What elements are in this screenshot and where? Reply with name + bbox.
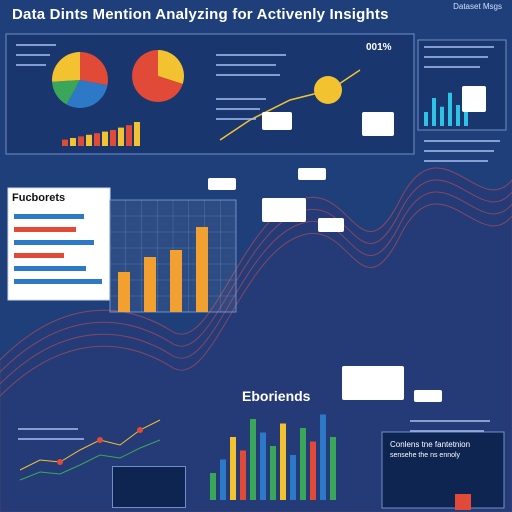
bar (300, 428, 306, 500)
bar (94, 133, 100, 146)
hbar (14, 240, 94, 245)
bar (126, 125, 132, 146)
page-title: Data Dints Mention Analyzing for Activen… (12, 6, 389, 23)
bar (230, 437, 236, 500)
bar (78, 136, 84, 146)
efforts-title: Eboriends (242, 388, 311, 404)
bar (464, 99, 468, 126)
bar (86, 134, 92, 146)
text-line (424, 160, 488, 162)
forecast-hbars (14, 214, 102, 284)
callout (342, 366, 404, 400)
callout (318, 218, 344, 232)
hbar (14, 279, 102, 284)
bar (320, 414, 326, 500)
callout (262, 198, 306, 222)
bar (196, 227, 208, 312)
bar (456, 105, 460, 126)
top-right-label: Dataset Msgs (453, 2, 502, 11)
bar (250, 419, 256, 500)
bar-chart-1 (62, 122, 140, 146)
bar (432, 98, 436, 126)
text-line (16, 54, 50, 56)
text-line (216, 64, 276, 66)
bar-chart-4 (424, 92, 468, 126)
text-line (424, 140, 500, 142)
callout (414, 390, 442, 402)
pie-chart-2 (132, 50, 184, 102)
right-top-panel (417, 39, 507, 131)
text-line (18, 438, 84, 440)
bar (290, 455, 296, 500)
hbar (14, 227, 76, 232)
network-lines (19, 419, 161, 481)
text-line (216, 118, 256, 120)
callout (262, 112, 292, 130)
text-line (216, 108, 260, 110)
bar (118, 127, 124, 146)
bottom-right-title: Conlens tne fantetnion (390, 440, 471, 449)
bar-chart-2 (118, 227, 208, 312)
bar (260, 432, 266, 500)
bottom-right-sub: sensehe the ns ennoly (390, 452, 461, 459)
bar (448, 92, 452, 126)
bar (102, 131, 108, 146)
pie-slice (132, 50, 183, 102)
text-line (424, 46, 494, 48)
pie-slice (51, 52, 80, 82)
bar (118, 272, 130, 312)
text-line (410, 430, 484, 432)
bar (62, 139, 68, 146)
text-line (410, 420, 490, 422)
bar (210, 473, 216, 500)
badge-line (219, 69, 361, 141)
bottom-right-red-bar (455, 494, 471, 510)
bar-chart-3 (210, 414, 336, 500)
bottom-right-panel (381, 431, 505, 509)
bar (270, 446, 276, 500)
background-waves (0, 167, 512, 512)
callout (298, 168, 326, 180)
text-line (18, 428, 78, 430)
callout (462, 86, 486, 112)
bar (110, 130, 116, 146)
pie-slice (80, 52, 108, 86)
callout (362, 112, 394, 136)
text-line (424, 66, 480, 68)
bar (170, 250, 182, 312)
text-line (424, 150, 494, 152)
text-line (216, 98, 266, 100)
bar (424, 112, 428, 126)
text-line (216, 74, 280, 76)
pie-slice (66, 80, 108, 109)
bar (144, 257, 156, 312)
hbar (14, 214, 84, 219)
text-line (16, 64, 46, 66)
bar (280, 423, 286, 500)
forecasts-title: Fucborets (12, 192, 66, 204)
bar (330, 437, 336, 500)
hbar (14, 266, 86, 271)
text-line (16, 44, 56, 46)
bar (440, 106, 444, 126)
bar (310, 441, 316, 500)
percent-badge: 001% (366, 42, 392, 53)
hbar (14, 253, 64, 258)
text-line (216, 54, 286, 56)
pie-slice (52, 80, 80, 105)
text-line (424, 56, 488, 58)
bar (134, 122, 140, 146)
dark-note (112, 466, 186, 508)
bar (240, 450, 246, 500)
pie-slice (158, 50, 184, 85)
bar (70, 138, 76, 146)
pie-chart-1 (51, 52, 108, 109)
callout (208, 178, 236, 190)
bar (220, 459, 226, 500)
